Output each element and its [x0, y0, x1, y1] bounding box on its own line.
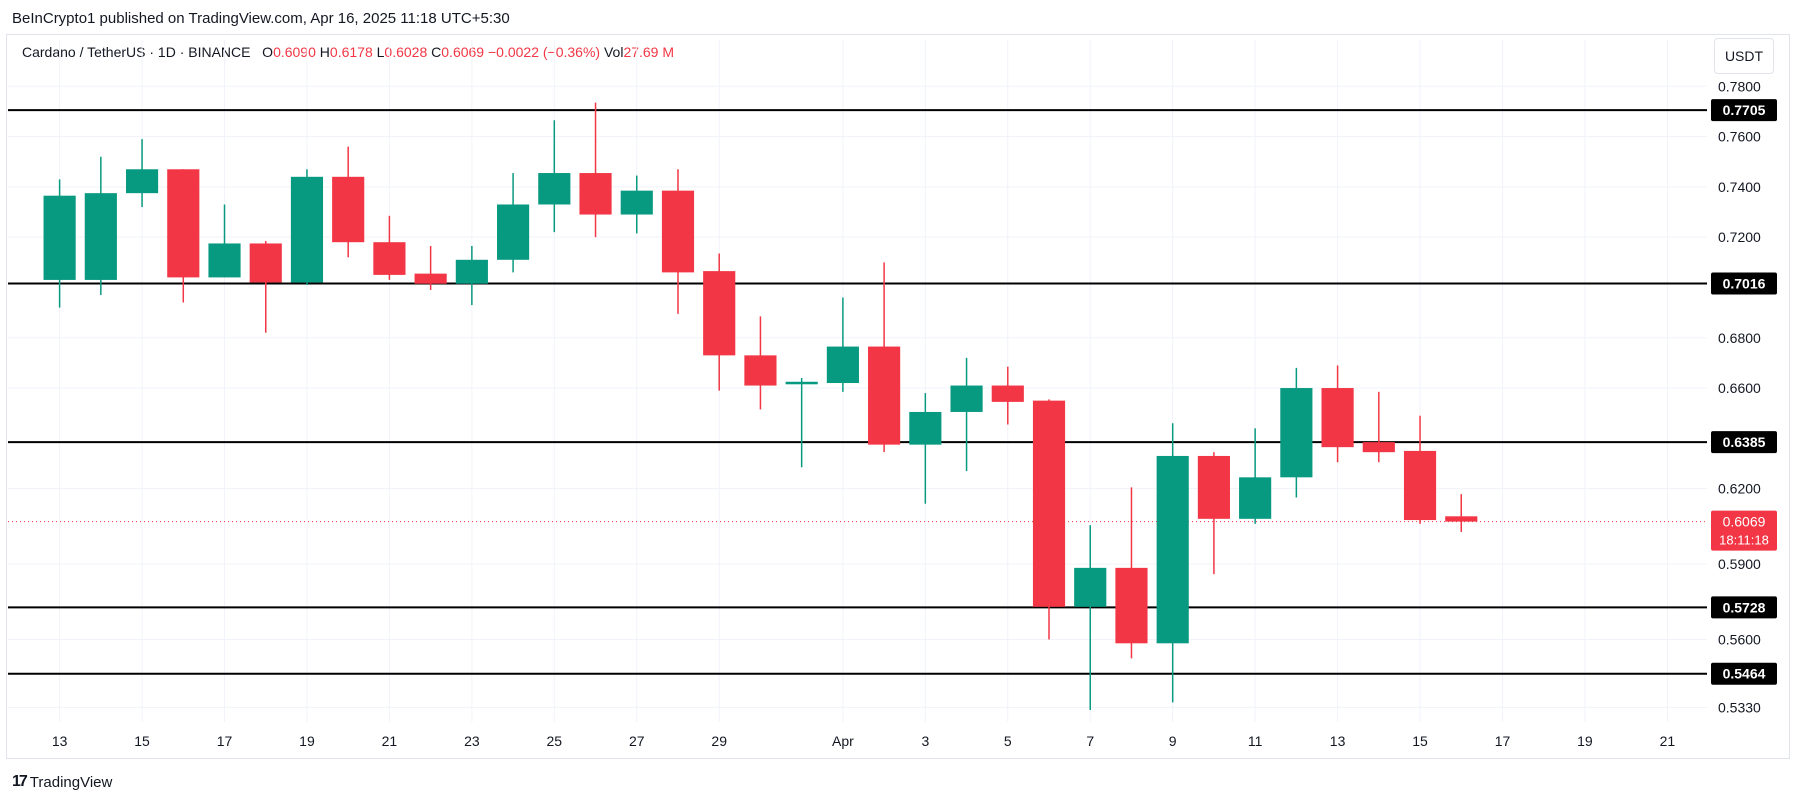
y-tick-label: 0.6800: [1718, 330, 1761, 346]
close-key: C: [431, 44, 442, 60]
candle-body: [84, 193, 117, 280]
candle-body: [249, 243, 282, 283]
high-value: 0.6178: [329, 44, 373, 60]
x-tick-label: 9: [1169, 733, 1177, 749]
x-tick-label: 11: [1248, 733, 1263, 749]
candle-body: [579, 173, 612, 215]
low-key: L: [376, 44, 385, 60]
low-value: 0.6028: [384, 44, 428, 60]
x-tick-label: 13: [52, 733, 68, 749]
candle-body: [826, 346, 859, 384]
candle-body: [373, 242, 406, 275]
candle-body: [703, 271, 736, 356]
x-tick-label: 23: [464, 733, 480, 749]
currency-button[interactable]: USDT: [1714, 38, 1774, 74]
x-tick-label: 19: [299, 733, 315, 749]
candle-body: [1280, 388, 1313, 478]
x-tick-label: 25: [547, 733, 563, 749]
candle-body: [1115, 567, 1148, 644]
x-tick-label: Apr: [832, 733, 854, 749]
candle-body: [167, 169, 200, 278]
y-tick-label: 0.5900: [1718, 556, 1761, 572]
volume-key: Vol: [603, 44, 624, 60]
candle-body: [1362, 442, 1395, 453]
candle-body: [497, 204, 530, 260]
y-tick-label: 0.7400: [1718, 179, 1761, 195]
price-chart[interactable]: 13 15 17 19 21 23 25 27 29 Apr 3 5 7 9 11 13 15 17 19 21 0.7…: [0, 0, 1804, 760]
high-key: H: [319, 44, 330, 60]
brand-name: TradingView: [29, 773, 113, 791]
tradingview-brand[interactable]: 17 TradingView: [12, 773, 112, 791]
level-tag-label: 0.7016: [1723, 275, 1766, 291]
candle-body: [125, 169, 159, 194]
x-tick-label: 21: [1660, 733, 1676, 749]
last-price-label: 0.6069: [1723, 514, 1766, 530]
x-tick-label: 5: [1004, 733, 1012, 749]
level-tag: [1711, 431, 1777, 454]
publisher-caption: BeInCrypto1 published on TradingView.com…: [12, 10, 510, 27]
candle-body: [1156, 455, 1189, 644]
y-tick-label: 0.7800: [1718, 78, 1761, 94]
candle-body: [950, 385, 983, 412]
level-tag-label: 0.5464: [1723, 666, 1766, 682]
candle-body: [661, 190, 695, 273]
candle-body: [868, 346, 901, 445]
x-tick-label: 15: [134, 733, 150, 749]
close-value: 0.6069: [441, 44, 485, 60]
countdown-label: 18:11:18: [1719, 533, 1769, 548]
candle-body: [1445, 516, 1478, 522]
x-tick-label: 13: [1330, 733, 1346, 749]
x-tick-label: 17: [1495, 733, 1511, 749]
candle-body: [991, 385, 1024, 402]
candle-body: [538, 173, 571, 205]
y-tick-label: 0.5330: [1718, 699, 1761, 715]
open-key: O: [262, 44, 274, 60]
candle-body: [1197, 455, 1230, 519]
y-tick-label: 0.5600: [1718, 632, 1761, 648]
level-tag: [1711, 662, 1777, 685]
change-value: −0.0022 (−0.36%): [487, 44, 601, 60]
y-tick-label: 0.7200: [1718, 229, 1761, 245]
level-tag-label: 0.5728: [1723, 599, 1766, 615]
x-tick-label: 3: [921, 733, 929, 749]
x-tick-label: 15: [1412, 733, 1428, 749]
candle-body: [909, 411, 942, 445]
y-tick-label: 0.6200: [1718, 481, 1761, 497]
level-tag: [1711, 99, 1777, 122]
candle-body: [1032, 400, 1066, 607]
symbol-legend: Cardano / TetherUS · 1D · BINANCE O0.609…: [22, 44, 674, 60]
chart-frame: [6, 34, 1790, 759]
x-tick-label: 7: [1086, 733, 1094, 749]
level-tag: [1711, 272, 1777, 295]
x-tick-label: 29: [711, 733, 727, 749]
last-price-tag: [1711, 510, 1777, 551]
y-tick-label: 0.6600: [1718, 380, 1761, 396]
candle-body: [1403, 450, 1437, 521]
x-tick-label: 21: [382, 733, 398, 749]
candle-body: [620, 190, 653, 215]
candle-body: [414, 273, 447, 284]
candle-body: [208, 243, 241, 278]
candle-body: [455, 259, 488, 284]
level-tag-label: 0.7705: [1723, 102, 1766, 118]
candle-body: [332, 176, 365, 243]
level-tag-label: 0.6385: [1723, 434, 1766, 450]
tradingview-logo-icon: 17: [12, 773, 28, 790]
candle-body: [290, 176, 324, 283]
x-tick-label: 27: [629, 733, 645, 749]
x-tick-label: 17: [217, 733, 233, 749]
level-tag: [1711, 596, 1777, 619]
y-tick-label: 0.7600: [1718, 129, 1761, 145]
candle-body: [1321, 388, 1354, 448]
candle-body: [1239, 477, 1272, 519]
candle-body: [43, 195, 76, 280]
x-tick-label: 19: [1577, 733, 1593, 749]
symbol-name[interactable]: Cardano / TetherUS · 1D · BINANCE: [22, 44, 251, 60]
open-value: 0.6090: [273, 44, 316, 60]
candle-body: [744, 355, 777, 386]
candle-body: [785, 381, 818, 385]
volume-value: 27.69 M: [623, 44, 675, 60]
candle-body: [1074, 567, 1107, 607]
